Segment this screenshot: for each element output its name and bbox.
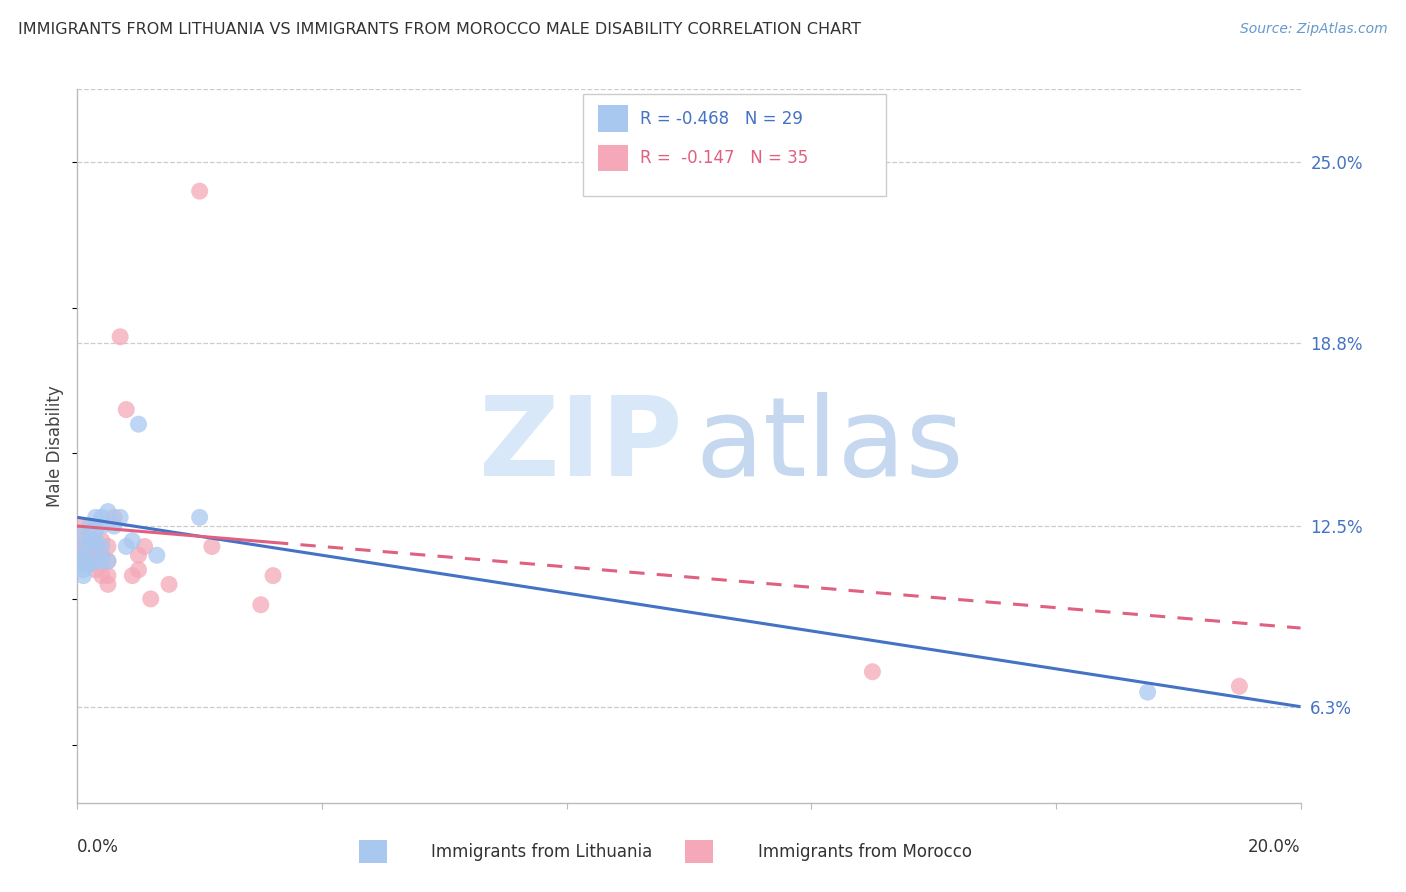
Point <box>84 533 107 548</box>
Point <box>90 533 112 548</box>
Point <box>72 548 94 562</box>
Point <box>72 540 94 554</box>
Point <box>90 519 112 533</box>
Point <box>72 519 94 533</box>
Text: IMMIGRANTS FROM LITHUANIA VS IMMIGRANTS FROM MOROCCO MALE DISABILITY CORRELATION: IMMIGRANTS FROM LITHUANIA VS IMMIGRANTS … <box>18 22 862 37</box>
Point <box>79 533 101 548</box>
Point <box>72 533 94 548</box>
Point <box>188 510 211 524</box>
Text: ZIP: ZIP <box>479 392 683 500</box>
Point <box>103 519 125 533</box>
Point <box>72 540 94 554</box>
Y-axis label: Male Disability: Male Disability <box>46 385 65 507</box>
Point <box>79 557 101 571</box>
Point <box>97 568 120 582</box>
Point <box>84 522 107 536</box>
Point <box>72 554 94 568</box>
Point <box>72 548 94 562</box>
Point <box>90 554 112 568</box>
Point <box>115 540 138 554</box>
Point <box>84 548 107 562</box>
Point <box>188 184 211 198</box>
Point <box>84 563 107 577</box>
Point <box>121 533 143 548</box>
Point <box>97 540 120 554</box>
Point <box>90 548 112 562</box>
Text: R =  -0.147   N = 35: R = -0.147 N = 35 <box>640 149 808 167</box>
Point <box>84 510 107 524</box>
Point <box>262 568 284 582</box>
Point <box>79 548 101 562</box>
Point <box>1136 685 1159 699</box>
Point <box>121 568 143 582</box>
Text: atlas: atlas <box>695 392 963 500</box>
Point <box>128 548 150 562</box>
Point <box>84 540 107 554</box>
Point <box>84 533 107 548</box>
Point <box>250 598 273 612</box>
Point <box>72 557 94 571</box>
Point <box>862 665 884 679</box>
Point <box>79 519 101 533</box>
Point <box>84 554 107 568</box>
Point <box>97 504 120 518</box>
Text: Immigrants from Morocco: Immigrants from Morocco <box>758 843 972 861</box>
Point <box>201 540 224 554</box>
Point <box>90 540 112 554</box>
Text: 20.0%: 20.0% <box>1249 838 1301 855</box>
Point <box>72 528 94 542</box>
Point <box>79 540 101 554</box>
Point <box>90 568 112 582</box>
Point <box>157 577 180 591</box>
Point <box>1229 679 1251 693</box>
Point <box>108 330 131 344</box>
Point <box>72 568 94 582</box>
Text: Immigrants from Lithuania: Immigrants from Lithuania <box>430 843 652 861</box>
Point <box>72 563 94 577</box>
Point <box>97 577 120 591</box>
Text: R = -0.468   N = 29: R = -0.468 N = 29 <box>640 110 803 128</box>
Point <box>97 554 120 568</box>
Point <box>134 540 156 554</box>
Point <box>97 554 120 568</box>
Point <box>139 591 162 606</box>
Point <box>84 554 107 568</box>
Point <box>72 554 94 568</box>
Point <box>103 510 125 524</box>
Point <box>115 402 138 417</box>
Point <box>79 557 101 571</box>
Point <box>108 510 131 524</box>
Point <box>90 510 112 524</box>
Text: Source: ZipAtlas.com: Source: ZipAtlas.com <box>1240 22 1388 37</box>
Point <box>84 540 107 554</box>
Text: 0.0%: 0.0% <box>77 838 120 855</box>
Point <box>128 563 150 577</box>
Point <box>128 417 150 432</box>
Point <box>146 548 169 562</box>
